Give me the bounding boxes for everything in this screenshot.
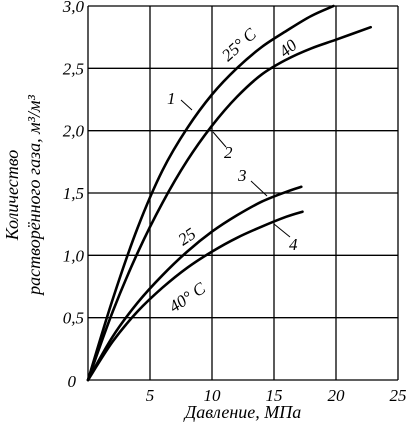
x-tick-label: 5 [146,386,155,405]
x-tick-label: 0 [68,372,77,391]
leader-line-2 [212,131,227,148]
x-tick-label: 25 [390,386,407,405]
curves [86,4,372,382]
series-line-4 [86,210,304,382]
curve-label-3: 3 [237,166,247,185]
y-tick-label: 2,5 [63,59,84,78]
y-tick-label: 1,0 [63,246,85,265]
series-line-3 [86,185,303,382]
leader-line-1 [180,99,193,111]
y-tick-label: 0,5 [63,309,84,328]
curve-label-4: 4 [289,235,298,254]
temperature-label-40c-lower: 40° C [166,278,210,316]
x-axis-label: Давление, МПа [183,402,301,422]
temperature-label-25c-upper: 25° C [218,24,260,65]
curve-label-1: 1 [167,89,176,108]
y-tick-label: 2,0 [63,122,85,141]
grid [87,5,399,381]
y-axis-label-line1: Количество [2,150,22,242]
y-axis-label-line2: растворённого газа, м³/м³ [24,95,44,297]
y-tick-label: 3,0 [62,0,85,16]
x-tick-label: 20 [328,386,346,405]
x-tick-label: 10 [204,386,222,405]
series-line-2 [86,25,372,382]
x-tick-label: 15 [266,386,283,405]
series-line-1 [86,4,335,382]
curve-label-2: 2 [224,143,233,162]
y-tick-label: 1,5 [63,184,84,203]
leader-line-3 [250,180,268,197]
leader-line-4 [273,223,291,238]
temperature-label-40-upper: 40 [275,35,301,61]
tick-labels: 0 5 10 15 20 25 0,5 1,0 1,5 2,0 2,5 3,0 [62,0,407,405]
